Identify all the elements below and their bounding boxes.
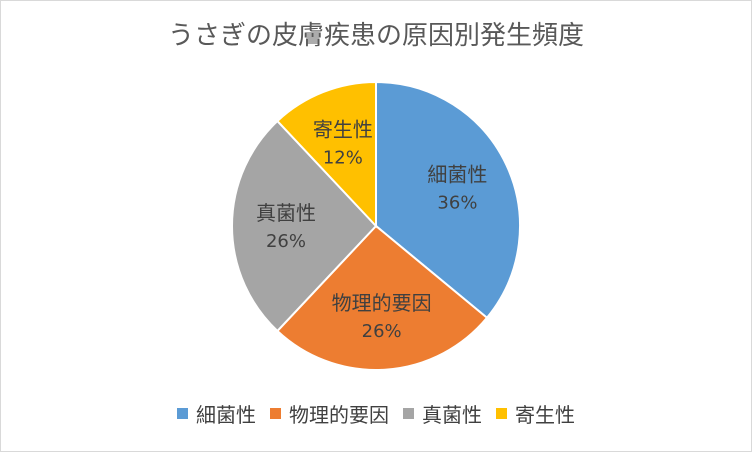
legend-label: 細菌性 <box>196 403 256 427</box>
legend-swatch <box>496 408 507 419</box>
slice-percent-label: 26% <box>266 231 306 252</box>
legend-label: 物理的要因 <box>289 403 389 427</box>
slice-category-label: 寄生性 <box>313 117 373 141</box>
slice-percent-label: 26% <box>362 321 402 342</box>
legend-label: 寄生性 <box>515 403 575 427</box>
legend-item: 細菌性 <box>177 399 256 428</box>
chart-legend: 細菌性 物理的要因 真菌性 寄生性 <box>1 399 751 428</box>
slice-percent-label: 36% <box>437 193 477 214</box>
pie-slice-4 <box>276 80 377 229</box>
slice-category-label: 物理的要因 <box>332 291 432 315</box>
slice-percent-label: 12% <box>323 147 363 168</box>
pie-slice-1 <box>375 80 521 320</box>
pie-slice-2 <box>276 224 489 371</box>
legend-swatch <box>403 408 414 419</box>
slice-category-label: 真菌性 <box>256 201 316 225</box>
legend-item: 寄生性 <box>496 399 575 428</box>
legend-swatch <box>270 408 281 419</box>
legend-swatch <box>177 408 188 419</box>
legend-item: 物理的要因 <box>270 399 389 428</box>
pie-slice-3 <box>231 119 378 333</box>
slice-category-label: 細菌性 <box>427 163 487 187</box>
chart-title: うさぎの皮膚疾患の原因別発生頻度 <box>167 21 584 51</box>
legend-label: 真菌性 <box>422 403 482 427</box>
legend-item: 真菌性 <box>403 399 482 428</box>
